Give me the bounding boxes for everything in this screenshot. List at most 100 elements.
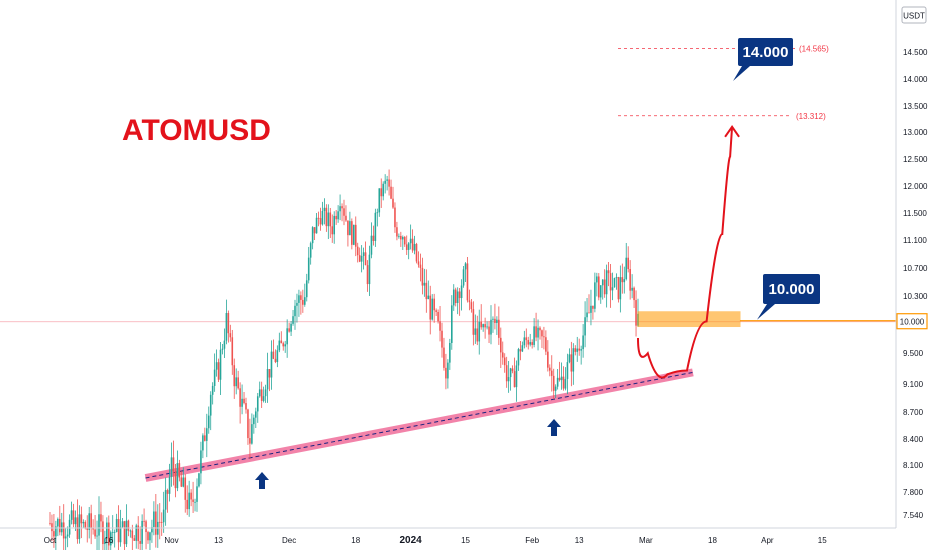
candle [72, 503, 75, 528]
candle [353, 224, 355, 246]
candle [625, 242, 628, 281]
candle-body [339, 206, 341, 212]
candle-body [605, 270, 608, 295]
candle-body [60, 522, 63, 533]
candle [519, 340, 522, 361]
candle [241, 384, 243, 415]
candle [305, 273, 308, 302]
candle [186, 485, 188, 516]
candle [368, 245, 371, 296]
x-axis[interactable]: Oct 16 Nov 13 Dec 18 2024 15 Feb 13 Mar 18 Apr 15 [0, 527, 896, 546]
candle-body [366, 265, 369, 285]
candle [611, 272, 614, 301]
candle [82, 519, 85, 528]
candle [60, 512, 63, 536]
candle-body [564, 378, 567, 389]
candle [533, 318, 535, 348]
candle-body [515, 365, 518, 388]
candle [307, 246, 310, 284]
candle [98, 496, 100, 550]
candle [480, 304, 482, 330]
candle-body [386, 179, 388, 181]
candle-body [172, 457, 175, 472]
candle [525, 328, 528, 348]
candle-body [286, 328, 288, 345]
candle-body [476, 328, 479, 342]
candle-body [100, 514, 102, 522]
candle [417, 251, 420, 268]
candle-body [590, 305, 592, 313]
candle-body [472, 309, 475, 335]
candle-body [180, 477, 183, 487]
candle [501, 341, 504, 365]
candle [486, 321, 488, 330]
candle-body [376, 212, 379, 214]
candle-body [113, 531, 116, 533]
candle-body [382, 183, 384, 197]
y-axis[interactable]: USDT 14.500 14.000 13.500 13.000 12.500 12.000… [895, 0, 928, 528]
candle [539, 326, 541, 340]
candle [343, 199, 345, 226]
x-tick-label: Dec [282, 536, 296, 545]
candle-body [302, 299, 304, 305]
candle [245, 397, 247, 414]
candle-body [525, 337, 528, 341]
candle [392, 186, 394, 209]
candle-body [480, 321, 482, 328]
x-tick-label: Mar [639, 536, 653, 545]
projection-path [637, 126, 734, 379]
candle [594, 272, 596, 313]
candle [529, 333, 531, 347]
candle-body [143, 520, 145, 522]
candle-body [427, 295, 430, 300]
candle-body [511, 368, 514, 372]
candle-body [398, 235, 400, 237]
candle-body [627, 257, 629, 270]
candle [302, 289, 304, 313]
candle [206, 413, 208, 458]
candle-body [300, 295, 302, 300]
candle [62, 504, 65, 550]
candle [280, 331, 283, 344]
candle-body [505, 365, 508, 382]
candle-body [311, 227, 314, 244]
x-tick-label: Nov [164, 536, 178, 545]
candle [460, 279, 463, 311]
candle-body [421, 267, 424, 286]
candle-body [423, 282, 426, 286]
candle [200, 441, 202, 485]
candle-body [509, 368, 512, 378]
candle-body [405, 244, 408, 250]
candle-body [166, 490, 169, 494]
x-tick-label: 15 [818, 536, 827, 545]
candle [131, 524, 134, 550]
candle-body [294, 305, 296, 317]
candle-body [613, 278, 616, 288]
candle-body [419, 264, 422, 268]
candle [452, 284, 455, 311]
y-tick-label: 12.000 [903, 182, 928, 191]
candle-body [441, 330, 443, 348]
candle [204, 427, 206, 442]
candle [296, 293, 298, 323]
candle-body [503, 357, 506, 366]
candle [231, 329, 234, 375]
candle-body [53, 531, 55, 537]
candle-body [243, 398, 245, 404]
candle [458, 287, 461, 316]
candle-body [594, 282, 596, 309]
candle [174, 463, 177, 498]
candle-body [49, 522, 51, 524]
candle-body [550, 370, 553, 376]
candle [456, 287, 459, 315]
candle-body [251, 424, 253, 444]
candle [590, 289, 592, 326]
candle-body [607, 270, 610, 274]
candle [304, 283, 306, 307]
candle-body [327, 212, 330, 227]
candle-body [488, 326, 490, 335]
candle [431, 294, 433, 321]
candle [168, 463, 171, 502]
candle [366, 260, 369, 292]
candle [351, 218, 353, 250]
